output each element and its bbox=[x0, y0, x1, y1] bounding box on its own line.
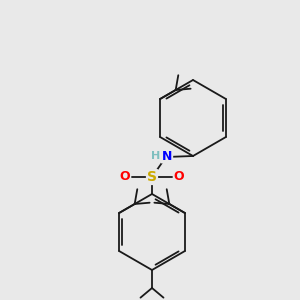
Text: S: S bbox=[147, 170, 157, 184]
Text: N: N bbox=[162, 149, 172, 163]
Text: O: O bbox=[174, 170, 184, 184]
Text: O: O bbox=[120, 170, 130, 184]
Text: H: H bbox=[152, 151, 160, 161]
